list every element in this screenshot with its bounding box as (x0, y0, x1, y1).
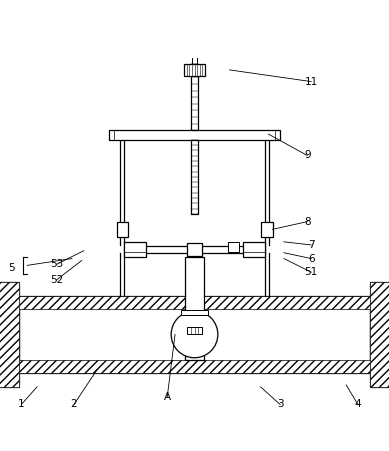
Bar (0, 282, 19, 387)
Bar (124, 246, 265, 253)
Bar (19, 295, 370, 309)
Bar (117, 222, 128, 237)
Text: 11: 11 (305, 77, 318, 87)
Bar (185, 257, 204, 360)
Text: 52: 52 (50, 275, 63, 285)
Bar (187, 244, 202, 256)
Bar (370, 282, 389, 387)
Bar (0, 282, 19, 387)
Bar (191, 64, 198, 130)
Bar (124, 242, 146, 257)
Bar (370, 282, 389, 387)
Text: 2: 2 (70, 400, 77, 410)
Text: 4: 4 (354, 400, 361, 410)
Bar (261, 222, 273, 237)
Text: 51: 51 (305, 267, 318, 277)
Bar (181, 309, 208, 315)
Text: 1: 1 (18, 400, 25, 410)
Text: 8: 8 (304, 216, 311, 226)
Text: A: A (164, 391, 171, 402)
Bar (184, 64, 205, 76)
Bar (109, 130, 280, 140)
Bar (191, 140, 198, 214)
Text: 3: 3 (277, 400, 284, 410)
Text: 5: 5 (8, 263, 15, 273)
Text: 9: 9 (304, 151, 311, 161)
Bar (19, 295, 370, 373)
Text: 7: 7 (308, 240, 315, 250)
Bar (243, 242, 265, 257)
Bar (19, 360, 370, 373)
Bar (228, 242, 239, 252)
Bar (187, 327, 202, 335)
Text: 6: 6 (308, 253, 315, 263)
Circle shape (171, 311, 218, 358)
Text: 53: 53 (50, 259, 63, 269)
